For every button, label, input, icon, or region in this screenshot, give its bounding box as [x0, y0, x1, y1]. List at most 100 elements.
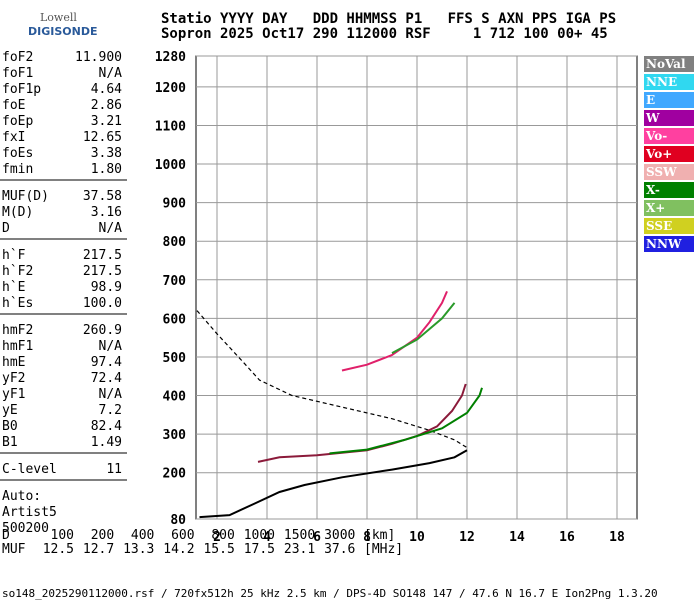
y-tick-label: 900 [163, 197, 187, 212]
param-name: MUF(D) [2, 189, 49, 204]
distance: 800 [211, 528, 234, 543]
param-name: D [2, 221, 10, 236]
param-value: N/A [99, 387, 123, 402]
muf-value: 12.7 [83, 542, 114, 557]
legend-label: Vo+ [645, 147, 672, 161]
legend-label: X- [646, 183, 660, 197]
param-value: 217.5 [83, 264, 122, 279]
auto-line: Artist5 [2, 505, 57, 520]
legend-swatch [644, 218, 694, 234]
legend-swatch [644, 110, 694, 126]
distance: 600 [171, 528, 194, 543]
legend-swatch [644, 92, 694, 108]
logo-top: Lowell [40, 11, 77, 24]
param-value: 217.5 [83, 248, 122, 263]
trace [341, 291, 448, 372]
trace [199, 449, 468, 519]
x-tick-label: 18 [609, 530, 625, 545]
muf-label: MUF [2, 542, 26, 557]
param-value: 82.4 [91, 419, 122, 434]
footer-footnote: so148_2025290112000.rsf / 720fx512h 25 k… [2, 587, 658, 600]
param-name: h`F2 [2, 264, 33, 279]
param-value: 3.38 [91, 146, 122, 161]
trace [391, 302, 456, 354]
param-name: yE [2, 403, 18, 418]
header-line: Statio YYYY DAY DDD HHMMSS P1 FFS S AXN … [161, 11, 616, 27]
param-name: C-level [2, 462, 57, 477]
param-name: h`E [2, 280, 25, 295]
legend-label: Vo- [645, 129, 667, 143]
param-value: 98.9 [91, 280, 122, 295]
y-tick-label: 1280 [155, 50, 186, 65]
param-name: hmE [2, 355, 25, 370]
distance: 400 [131, 528, 154, 543]
distance: 100 [51, 528, 74, 543]
param-name: foF2 [2, 50, 33, 65]
muf-value: 23.1 [284, 542, 315, 557]
param-value: 1.80 [91, 162, 122, 177]
muf-value: 13.3 [123, 542, 154, 557]
y-tick-label: 600 [163, 312, 187, 327]
y-tick-label: 500 [163, 351, 187, 366]
unit: [MHz] [364, 542, 403, 557]
legend-label: NoVal [646, 57, 686, 71]
param-name: B0 [2, 419, 18, 434]
x-tick-label: 8 [363, 530, 371, 545]
legend-label: NNE [646, 75, 677, 89]
param-name: hmF1 [2, 339, 33, 354]
muf-label: D [2, 528, 10, 543]
y-tick-label: 400 [163, 390, 187, 405]
y-tick-label: 800 [163, 235, 187, 250]
param-value: 2.86 [91, 98, 122, 113]
header-line: Sopron 2025 Oct17 290 112000 RSF 1 712 1… [161, 26, 608, 42]
legend-label: NNW [646, 237, 682, 251]
auto-line: Auto: [2, 489, 41, 504]
param-name: h`F [2, 248, 26, 263]
param-value: N/A [99, 66, 123, 81]
x-tick-label: 6 [313, 530, 321, 545]
legend-label: E [646, 93, 655, 107]
x-tick-label: 16 [559, 530, 575, 545]
param-value: 100.0 [83, 296, 122, 311]
param-name: yF2 [2, 371, 25, 386]
param-name: foF1p [2, 82, 41, 97]
auto-line: 500200 [2, 521, 49, 536]
legend-label: W [645, 111, 660, 125]
param-value: 3.21 [91, 114, 122, 129]
param-value: 11.900 [75, 50, 122, 65]
legend-swatch [644, 56, 694, 72]
param-value: 12.65 [83, 130, 122, 145]
muf-value: 14.2 [163, 542, 194, 557]
y-tick-label: 200 [163, 467, 187, 482]
y-tick-label: 300 [163, 428, 187, 443]
legend-label: SSW [646, 165, 677, 179]
param-name: foEp [2, 114, 33, 129]
legend-label: SSE [646, 219, 672, 233]
legend-label: X+ [646, 201, 665, 215]
legend-swatch [644, 200, 694, 216]
param-value: 3.16 [91, 205, 122, 220]
trace [196, 310, 468, 449]
param-value: N/A [99, 339, 123, 354]
legend-swatch [644, 74, 694, 90]
param-value: 11 [106, 462, 122, 477]
distance: 1000 [244, 528, 275, 543]
param-value: 4.64 [91, 82, 122, 97]
param-value: 97.4 [91, 355, 122, 370]
y-tick-label: 80 [170, 513, 186, 528]
unit: [km] [364, 528, 395, 543]
param-name: foE [2, 98, 25, 113]
distance: 1500 [284, 528, 315, 543]
param-name: foF1 [2, 66, 33, 81]
legend-swatch [644, 236, 694, 252]
param-value: 1.49 [91, 435, 122, 450]
muf-value: 37.6 [324, 542, 355, 557]
param-name: foEs [2, 146, 33, 161]
param-value: 37.58 [83, 189, 122, 204]
param-name: h`Es [2, 296, 33, 311]
y-tick-label: 1000 [155, 158, 186, 173]
muf-value: 12.5 [43, 542, 74, 557]
param-name: M(D) [2, 205, 33, 220]
y-tick-label: 700 [163, 274, 187, 289]
